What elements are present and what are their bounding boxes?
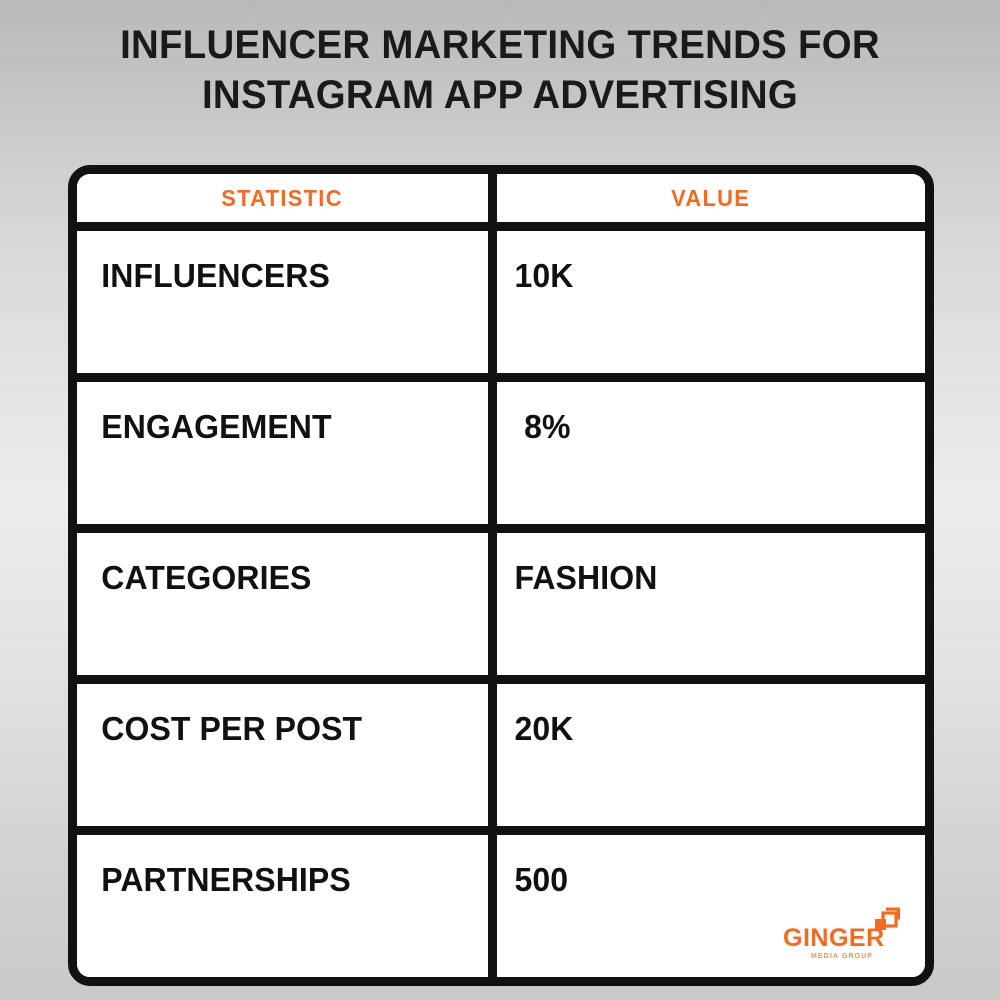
value-label: 20K xyxy=(514,710,574,747)
statistic-label: INFLUENCERS xyxy=(101,257,330,294)
table-cell-value: 500 GINGER MEDIA GROUP xyxy=(497,835,925,977)
table-cell-value: FASHION xyxy=(497,533,925,675)
value-label: FASHION xyxy=(514,559,658,596)
table-header-row: STATISTIC VALUE xyxy=(77,174,925,231)
table-header-label-statistic: STATISTIC xyxy=(221,184,344,211)
page-title-line-2: INSTAGRAM APP ADVERTISING xyxy=(201,73,799,117)
value-label: 8% xyxy=(524,408,571,445)
table-cell-statistic: COST PER POST xyxy=(77,684,497,826)
table-row: ENGAGEMENT 8% xyxy=(77,382,925,533)
table-row: COST PER POST 20K xyxy=(77,684,925,835)
table-row: PARTNERSHIPS 500 GINGER MEDIA GROUP xyxy=(77,835,925,977)
statistics-table: STATISTIC VALUE INFLUENCERS 10K ENGAGEME… xyxy=(68,165,934,986)
table-cell-value: 10K xyxy=(497,231,925,373)
table-cell-statistic: CATEGORIES xyxy=(77,533,497,675)
table-row: CATEGORIES FASHION xyxy=(77,533,925,684)
table-cell-value: 8% xyxy=(497,382,925,524)
table-cell-statistic: PARTNERSHIPS xyxy=(77,835,497,977)
table-row: INFLUENCERS 10K xyxy=(77,231,925,382)
statistic-label: ENGAGEMENT xyxy=(101,408,332,445)
table-header-label-value: VALUE xyxy=(671,184,751,211)
value-label: 500 xyxy=(514,861,569,898)
table-header-cell-value: VALUE xyxy=(497,174,925,222)
nested-squares-icon xyxy=(875,907,900,930)
ginger-media-group-logo: GINGER MEDIA GROUP xyxy=(783,907,903,965)
logo-wordmark: GINGER xyxy=(783,924,885,952)
table-header-cell-statistic: STATISTIC xyxy=(77,174,497,222)
page-title: INFLUENCER MARKETING TRENDS FOR INSTAGRA… xyxy=(0,20,1000,120)
value-label: 10K xyxy=(514,257,574,294)
statistic-label: COST PER POST xyxy=(101,710,363,747)
statistic-label: CATEGORIES xyxy=(101,559,312,596)
table-cell-value: 20K xyxy=(497,684,925,826)
logo-tagline: MEDIA GROUP xyxy=(810,953,873,960)
table-cell-statistic: ENGAGEMENT xyxy=(77,382,497,524)
table-cell-statistic: INFLUENCERS xyxy=(77,231,497,373)
page-title-line-1: INFLUENCER MARKETING TRENDS FOR xyxy=(120,23,880,67)
statistic-label: PARTNERSHIPS xyxy=(101,861,351,898)
